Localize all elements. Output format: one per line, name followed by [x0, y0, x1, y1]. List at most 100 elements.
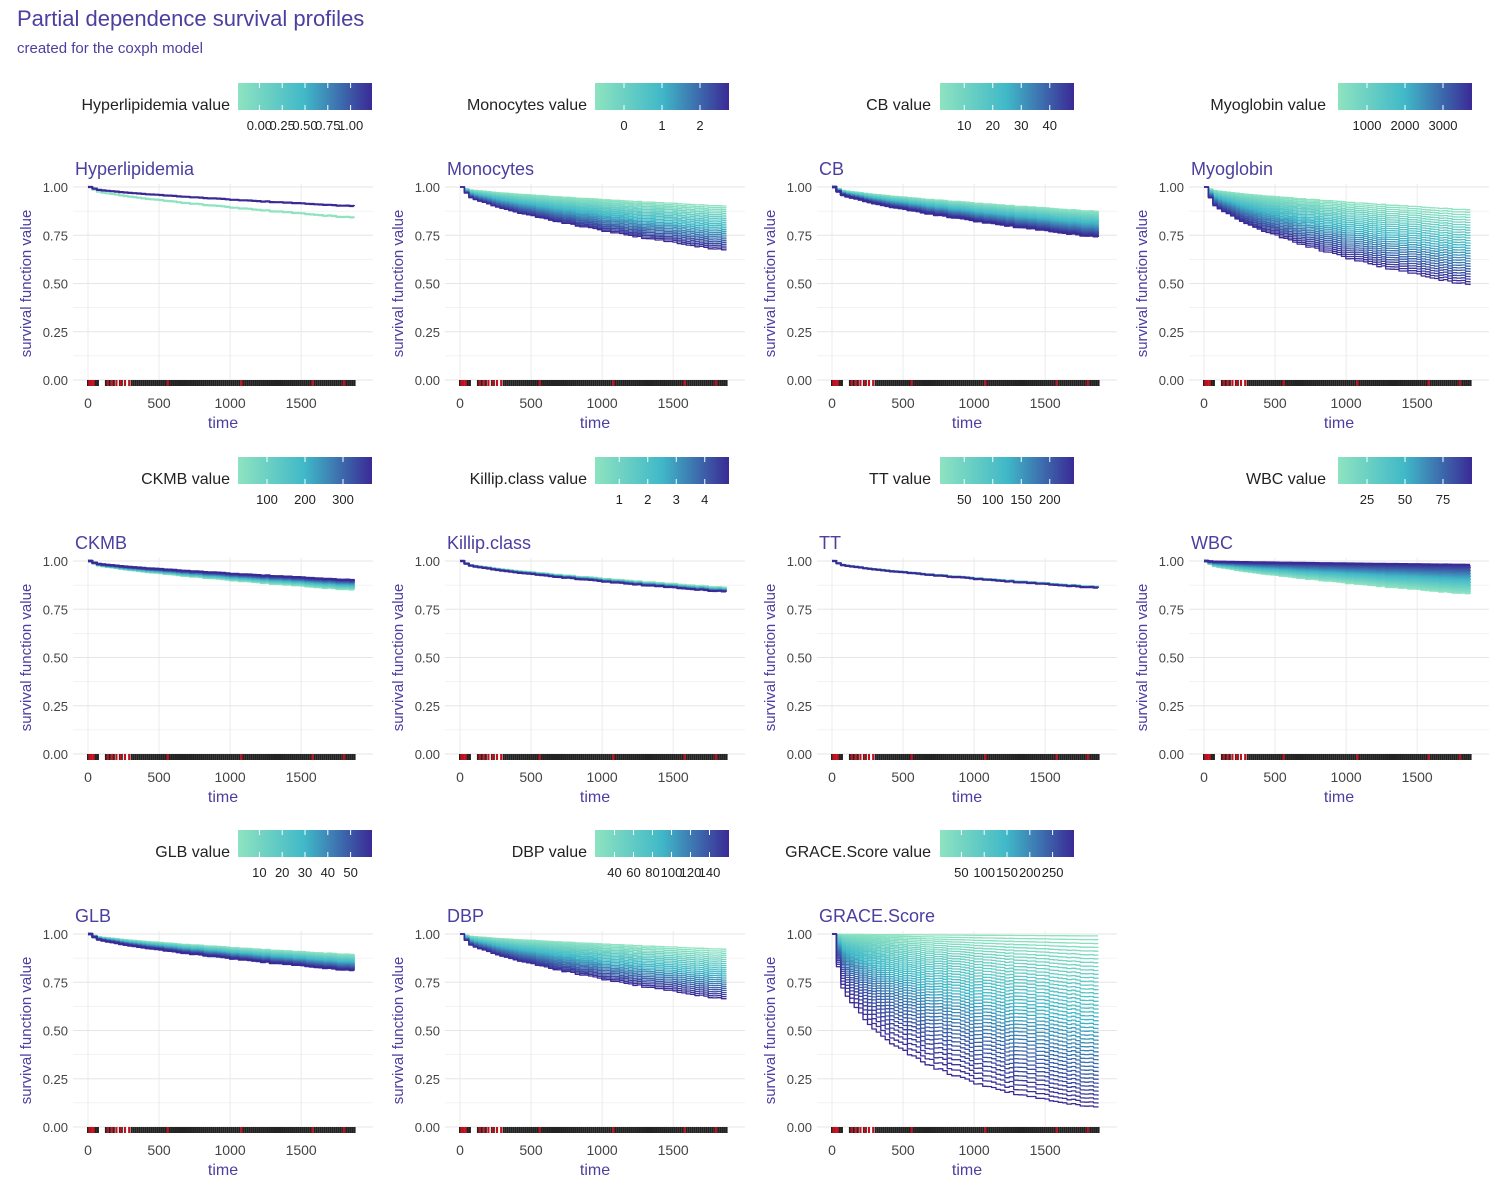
y-tick-label: 0.50 [43, 277, 68, 292]
legend-tick-label: 1 [658, 118, 665, 133]
x-axis-label: time [1324, 789, 1354, 806]
legend-tick-label: 140 [699, 865, 721, 880]
y-axis-label: survival function value [390, 210, 407, 358]
legend-title: TT value [869, 471, 931, 488]
rug-group [1203, 380, 1472, 386]
curves-group [460, 933, 727, 1000]
survival-curve [88, 559, 355, 582]
legend-tick-label: 1000 [1353, 118, 1382, 133]
panel-title: Killip.class [447, 533, 531, 553]
survival-curve [832, 933, 1099, 1077]
survival-curve [832, 933, 1099, 995]
legend-title: Hyperlipidemia value [81, 97, 230, 114]
x-tick-label: 1000 [959, 395, 990, 411]
panel-title: Hyperlipidemia [75, 159, 195, 179]
legend-tick-label: 0.25 [270, 118, 295, 133]
x-tick-label: 1500 [1402, 769, 1433, 785]
x-tick-label: 500 [891, 769, 915, 785]
survival-curve [832, 933, 1099, 1006]
y-axis-label: survival function value [390, 584, 407, 732]
y-tick-label: 0.50 [415, 277, 440, 292]
y-axis-label: survival function value [1134, 584, 1151, 732]
x-tick-label: 500 [891, 395, 915, 411]
y-tick-label: 0.00 [1159, 747, 1184, 762]
x-tick-label: 1000 [215, 395, 246, 411]
y-tick-label: 1.00 [415, 180, 440, 195]
panel-hyperlipidemia: Hyperlipidemia value0.000.250.500.751.00… [18, 83, 373, 432]
rug-group [831, 754, 1100, 760]
legend-tick-label: 150 [1010, 492, 1032, 507]
curves-group [1204, 559, 1472, 595]
survival-curve [460, 559, 728, 593]
y-tick-label: 1.00 [787, 554, 812, 569]
legend-title: WBC value [1246, 471, 1326, 488]
legend-tick-label: 0 [620, 118, 627, 133]
x-tick-label: 500 [519, 1142, 543, 1158]
survival-curve [832, 933, 1099, 1069]
legend-tick-label: 100 [256, 492, 278, 507]
survival-curve [460, 933, 727, 1000]
panel-glb: GLB value 10 20 30 40 50 GLB 0.00 0.25 0.50 0.75 1.… [18, 830, 373, 1179]
x-tick-label: 1500 [286, 395, 317, 411]
survival-curve [832, 933, 1099, 1002]
y-tick-label: 0.75 [415, 228, 440, 243]
legend-tick-label: 75 [1436, 492, 1450, 507]
rug-group [459, 1127, 728, 1133]
legend-tick-label: 25 [1360, 492, 1374, 507]
legend-tick-label: 0.00 [247, 118, 272, 133]
rug-group [87, 380, 356, 386]
survival-curve [832, 933, 1099, 1084]
y-tick-label: 0.50 [415, 1024, 440, 1039]
rug-group [87, 754, 356, 760]
legend-colorbar [595, 457, 729, 484]
x-tick-label: 1000 [587, 395, 618, 411]
y-tick-label: 0.75 [43, 602, 68, 617]
x-tick-label: 1500 [658, 769, 689, 785]
y-tick-label: 0.00 [415, 747, 440, 762]
panel-cb: CB value 10 20 30 40 CB 0.00 0.25 0.50 0.75 1.00 0 5… [762, 83, 1117, 432]
panel-title: CKMB [75, 533, 127, 553]
y-tick-label: 0.25 [43, 325, 68, 340]
y-tick-label: 0.25 [787, 325, 812, 340]
y-tick-label: 0.75 [1159, 228, 1184, 243]
y-tick-label: 0.50 [787, 1024, 812, 1039]
survival-curve [832, 933, 1099, 1022]
legend-tick-label: 4 [701, 492, 708, 507]
survival-curve [832, 933, 1099, 1045]
legend-tick-label: 200 [1019, 865, 1041, 880]
x-tick-label: 1000 [587, 1142, 618, 1158]
y-tick-label: 0.50 [415, 651, 440, 666]
survival-curve [832, 933, 1099, 960]
rug-group [87, 1127, 356, 1133]
y-tick-label: 0.25 [415, 699, 440, 714]
legend-tick-label: 50 [1398, 492, 1412, 507]
rug-group [831, 380, 1100, 386]
x-tick-label: 1000 [959, 1142, 990, 1158]
x-tick-label: 1000 [1331, 395, 1362, 411]
legend-tick-label: 1 [616, 492, 623, 507]
x-tick-label: 1500 [286, 769, 317, 785]
legend-tick-label: 30 [298, 865, 312, 880]
x-axis-label: time [208, 415, 238, 432]
survival-curve [832, 933, 1099, 991]
survival-curve [832, 559, 1100, 589]
legend-title: CB value [866, 97, 931, 114]
survival-curve [832, 933, 1099, 1081]
x-tick-label: 0 [456, 1142, 464, 1158]
survival-curve [832, 933, 1099, 968]
y-tick-label: 0.25 [1159, 325, 1184, 340]
legend-tick-label: 0.50 [292, 118, 317, 133]
survival-curve [832, 933, 1099, 1026]
y-tick-label: 0.50 [787, 277, 812, 292]
survival-curve [832, 933, 1099, 1030]
survival-curve [832, 559, 1100, 589]
survival-curve [832, 933, 1099, 1049]
y-tick-label: 1.00 [415, 927, 440, 942]
legend-tick-label: 100 [982, 492, 1004, 507]
x-tick-label: 500 [519, 769, 543, 785]
y-tick-label: 1.00 [787, 180, 812, 195]
figure-title: Partial dependence survival profiles [17, 6, 365, 31]
survival-curve [832, 933, 1099, 949]
y-tick-label: 0.00 [43, 373, 68, 388]
x-axis-label: time [580, 415, 610, 432]
